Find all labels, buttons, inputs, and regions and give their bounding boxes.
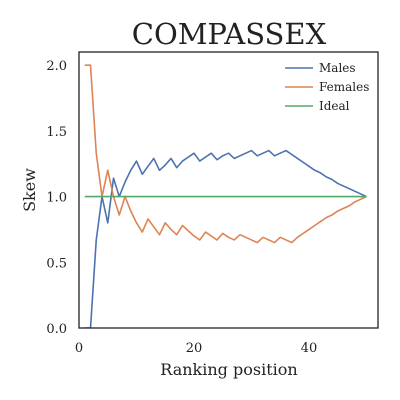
x-tick-label: 40 <box>301 341 318 356</box>
y-tick-label: 1.0 <box>46 191 67 206</box>
x-axis-label: Ranking position <box>160 360 297 379</box>
series-line-males <box>84 149 367 328</box>
legend: Males Females Ideal <box>285 61 369 113</box>
legend-label-males: Males <box>319 61 356 75</box>
y-axis-label: Skew <box>20 168 39 212</box>
plot-frame <box>78 51 379 329</box>
legend-label-females: Females <box>319 80 369 94</box>
y-tick-label: 0.0 <box>46 322 67 337</box>
legend-label-ideal: Ideal <box>319 99 350 113</box>
y-tick-label: 2.0 <box>46 59 67 74</box>
y-tick-label: 1.5 <box>46 125 67 140</box>
y-tick-label: 0.5 <box>46 256 67 271</box>
plot-area: 0 20 40 0.0 0.5 1.0 1.5 2.0 Males Females Ideal <box>46 51 379 356</box>
chart-title: COMPASSEX <box>132 17 327 51</box>
x-tick-label: 0 <box>75 341 83 356</box>
x-tick-label: 20 <box>186 341 203 356</box>
series-line-females <box>84 64 367 244</box>
